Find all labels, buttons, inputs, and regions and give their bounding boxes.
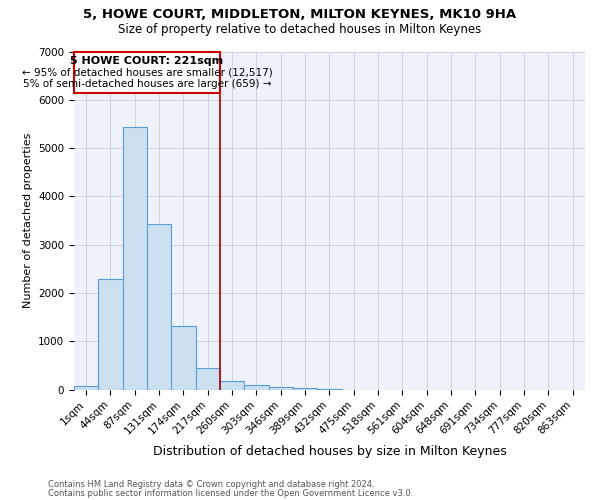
Text: Contains public sector information licensed under the Open Government Licence v3: Contains public sector information licen… bbox=[48, 489, 413, 498]
Bar bbox=[244, 385, 269, 390]
Y-axis label: Number of detached properties: Number of detached properties bbox=[23, 133, 32, 308]
Bar bbox=[293, 388, 317, 390]
Bar bbox=[269, 387, 293, 390]
Bar bbox=[196, 368, 220, 390]
Text: Contains HM Land Registry data © Crown copyright and database right 2024.: Contains HM Land Registry data © Crown c… bbox=[48, 480, 374, 489]
FancyBboxPatch shape bbox=[74, 52, 220, 92]
Bar bbox=[147, 224, 171, 390]
Text: Size of property relative to detached houses in Milton Keynes: Size of property relative to detached ho… bbox=[118, 22, 482, 36]
Text: 5% of semi-detached houses are larger (659) →: 5% of semi-detached houses are larger (6… bbox=[23, 78, 271, 88]
Text: ← 95% of detached houses are smaller (12,517): ← 95% of detached houses are smaller (12… bbox=[22, 67, 272, 77]
Text: 5, HOWE COURT, MIDDLETON, MILTON KEYNES, MK10 9HA: 5, HOWE COURT, MIDDLETON, MILTON KEYNES,… bbox=[83, 8, 517, 20]
Bar bbox=[74, 386, 98, 390]
Bar bbox=[220, 381, 244, 390]
X-axis label: Distribution of detached houses by size in Milton Keynes: Distribution of detached houses by size … bbox=[152, 444, 506, 458]
Bar bbox=[122, 127, 147, 390]
Text: 5 HOWE COURT: 221sqm: 5 HOWE COURT: 221sqm bbox=[70, 56, 224, 66]
Bar bbox=[98, 280, 122, 390]
Bar bbox=[171, 326, 196, 390]
